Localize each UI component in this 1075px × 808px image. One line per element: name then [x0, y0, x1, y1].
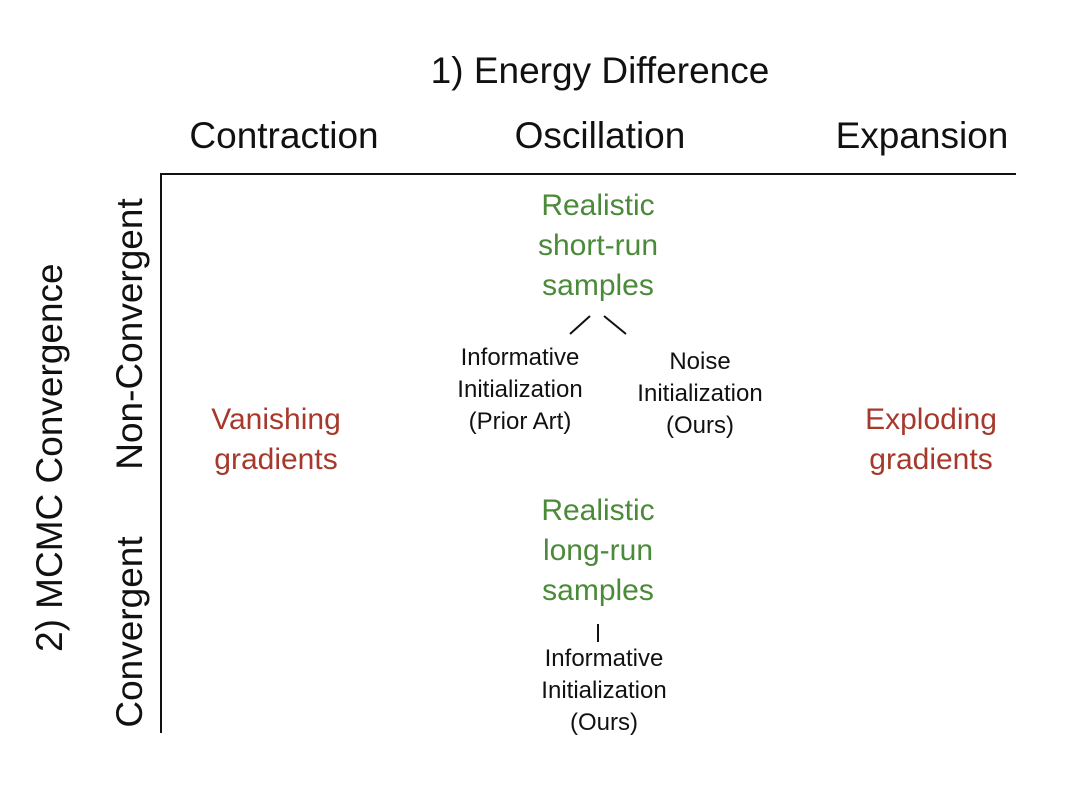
informative-init-prior-art: Informative Initialization (Prior Art) — [457, 344, 583, 435]
exploding-gradients-label: Exploding gradients — [865, 403, 997, 476]
row-label-convergent: Convergent — [109, 536, 150, 728]
short-run-samples-label: Realistic short-run samples — [537, 189, 659, 302]
connector-line — [597, 624, 599, 642]
column-header-contraction: Contraction — [189, 115, 379, 156]
vertical-axis-line — [160, 173, 162, 733]
long-run-samples-label: Realistic long-run samples — [541, 494, 655, 607]
vanishing-gradients-label: Vanishing gradients — [211, 403, 341, 476]
horizontal-axis-line — [160, 173, 1016, 175]
x-axis-title: 1) Energy Difference — [430, 50, 770, 91]
y-axis-title: 2) MCMC Convergence — [29, 263, 70, 652]
column-header-expansion: Expansion — [835, 115, 1009, 156]
noise-init-ours: Noise Initialization (Ours) — [637, 348, 763, 439]
row-label-non-convergent: Non-Convergent — [109, 198, 150, 470]
informative-init-ours: Informative Initialization (Ours) — [541, 645, 667, 736]
column-header-oscillation: Oscillation — [514, 115, 686, 156]
branch-lines — [569, 315, 627, 335]
